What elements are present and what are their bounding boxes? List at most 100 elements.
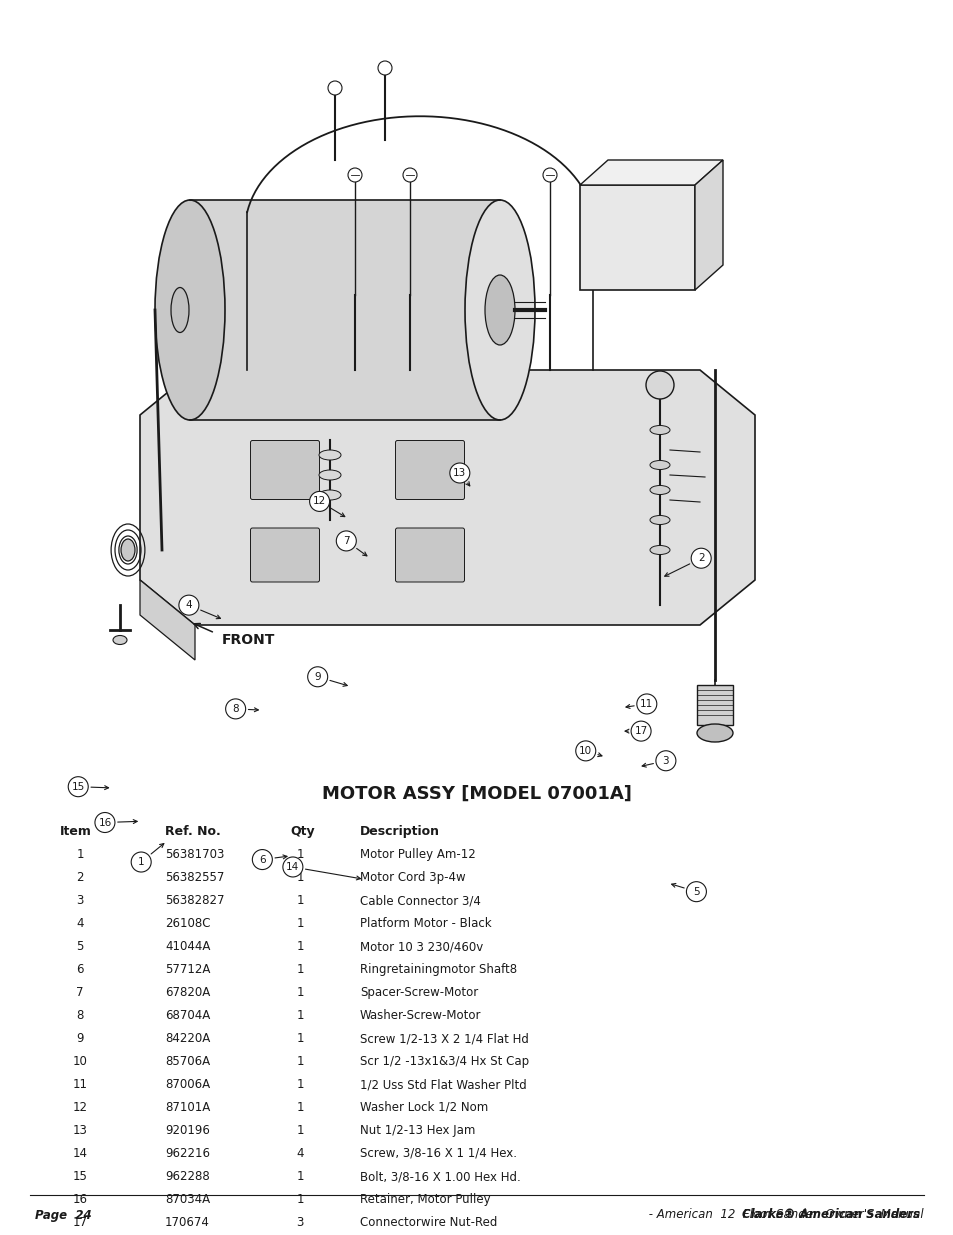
Text: Motor Pulley Am-12: Motor Pulley Am-12 — [359, 848, 476, 861]
Text: 1: 1 — [296, 871, 303, 884]
Text: 16: 16 — [72, 1193, 88, 1207]
Circle shape — [308, 667, 327, 687]
Ellipse shape — [121, 538, 135, 561]
Text: Retainer, Motor Pulley: Retainer, Motor Pulley — [359, 1193, 490, 1207]
Polygon shape — [140, 370, 754, 625]
Circle shape — [402, 168, 416, 182]
Circle shape — [656, 751, 675, 771]
Ellipse shape — [154, 200, 225, 420]
Ellipse shape — [649, 515, 669, 525]
Text: 87006A: 87006A — [165, 1078, 210, 1091]
Circle shape — [226, 699, 245, 719]
Text: 67820A: 67820A — [165, 986, 210, 999]
Text: 1: 1 — [138, 857, 144, 867]
Polygon shape — [140, 580, 194, 659]
Circle shape — [542, 168, 557, 182]
Text: Washer Lock 1/2 Nom: Washer Lock 1/2 Nom — [359, 1100, 488, 1114]
Text: Washer-Screw-Motor: Washer-Screw-Motor — [359, 1009, 481, 1023]
Ellipse shape — [649, 461, 669, 469]
Circle shape — [328, 82, 341, 95]
Text: 3: 3 — [662, 756, 668, 766]
Text: 13: 13 — [453, 468, 466, 478]
Text: 41044A: 41044A — [165, 940, 211, 953]
Text: 56382827: 56382827 — [165, 894, 224, 906]
Text: 6: 6 — [76, 963, 84, 976]
Text: 7: 7 — [343, 536, 349, 546]
Text: 16: 16 — [98, 818, 112, 827]
Text: Motor 10 3 230/460v: Motor 10 3 230/460v — [359, 940, 483, 953]
Text: Ref. No.: Ref. No. — [165, 825, 220, 839]
Text: Clarke® American Sanders: Clarke® American Sanders — [741, 1209, 919, 1221]
Text: 2: 2 — [76, 871, 84, 884]
Text: Platform Motor - Black: Platform Motor - Black — [359, 918, 491, 930]
FancyBboxPatch shape — [251, 441, 319, 499]
Text: Connectorwire Nut-Red: Connectorwire Nut-Red — [359, 1216, 497, 1229]
Text: Motor Cord 3p-4w: Motor Cord 3p-4w — [359, 871, 465, 884]
Text: 1: 1 — [296, 940, 303, 953]
Text: 962288: 962288 — [165, 1170, 210, 1183]
Text: 5: 5 — [76, 940, 84, 953]
Circle shape — [69, 777, 88, 797]
Text: MOTOR ASSY [MODEL 07001A]: MOTOR ASSY [MODEL 07001A] — [322, 785, 631, 803]
Text: 10: 10 — [578, 746, 592, 756]
Text: 1: 1 — [296, 848, 303, 861]
Text: Description: Description — [359, 825, 439, 839]
Circle shape — [377, 61, 392, 75]
Text: 3: 3 — [296, 1216, 303, 1229]
Ellipse shape — [171, 288, 189, 332]
Text: 11: 11 — [72, 1078, 88, 1091]
Text: 1: 1 — [296, 894, 303, 906]
Text: 1: 1 — [296, 1055, 303, 1068]
Text: 17: 17 — [634, 726, 647, 736]
Text: 57712A: 57712A — [165, 963, 211, 976]
Polygon shape — [695, 161, 722, 290]
Circle shape — [132, 852, 151, 872]
Text: 10: 10 — [72, 1055, 88, 1068]
Text: 920196: 920196 — [165, 1124, 210, 1137]
Text: 11: 11 — [639, 699, 653, 709]
Text: 962216: 962216 — [165, 1147, 210, 1160]
Text: 1: 1 — [296, 1009, 303, 1023]
Text: 14: 14 — [286, 862, 299, 872]
Text: 13: 13 — [72, 1124, 88, 1137]
Text: 15: 15 — [72, 1170, 88, 1183]
Text: 26108C: 26108C — [165, 918, 211, 930]
Text: 1: 1 — [296, 1124, 303, 1137]
Text: 2: 2 — [698, 553, 703, 563]
Text: 9: 9 — [76, 1032, 84, 1045]
Text: 12: 12 — [313, 496, 326, 506]
Text: 8: 8 — [76, 1009, 84, 1023]
Text: 12: 12 — [72, 1100, 88, 1114]
Ellipse shape — [645, 370, 673, 399]
Text: 87034A: 87034A — [165, 1193, 210, 1207]
Circle shape — [348, 168, 361, 182]
Text: Page  24: Page 24 — [35, 1209, 91, 1221]
Ellipse shape — [697, 724, 732, 742]
Text: Spacer-Screw-Motor: Spacer-Screw-Motor — [359, 986, 477, 999]
Text: 1: 1 — [296, 1032, 303, 1045]
Text: 8: 8 — [233, 704, 238, 714]
Text: 15: 15 — [71, 782, 85, 792]
Text: Qty: Qty — [290, 825, 314, 839]
Text: 17: 17 — [72, 1216, 88, 1229]
Text: 3: 3 — [76, 894, 84, 906]
Circle shape — [631, 721, 650, 741]
Text: 56382557: 56382557 — [165, 871, 224, 884]
Text: Screw 1/2-13 X 2 1/4 Flat Hd: Screw 1/2-13 X 2 1/4 Flat Hd — [359, 1032, 528, 1045]
Ellipse shape — [464, 200, 535, 420]
Text: 1: 1 — [296, 918, 303, 930]
Text: 84220A: 84220A — [165, 1032, 210, 1045]
Ellipse shape — [318, 490, 340, 500]
Circle shape — [686, 882, 705, 902]
Ellipse shape — [649, 426, 669, 435]
Bar — [190, 200, 499, 420]
Text: 87101A: 87101A — [165, 1100, 210, 1114]
Text: 1: 1 — [296, 1193, 303, 1207]
Text: Item: Item — [60, 825, 91, 839]
Text: 1: 1 — [296, 1100, 303, 1114]
Text: Ringretainingmotor Shaft8: Ringretainingmotor Shaft8 — [359, 963, 517, 976]
Text: Cable Connector 3/4: Cable Connector 3/4 — [359, 894, 480, 906]
Circle shape — [637, 694, 656, 714]
Circle shape — [283, 857, 302, 877]
Circle shape — [179, 595, 198, 615]
